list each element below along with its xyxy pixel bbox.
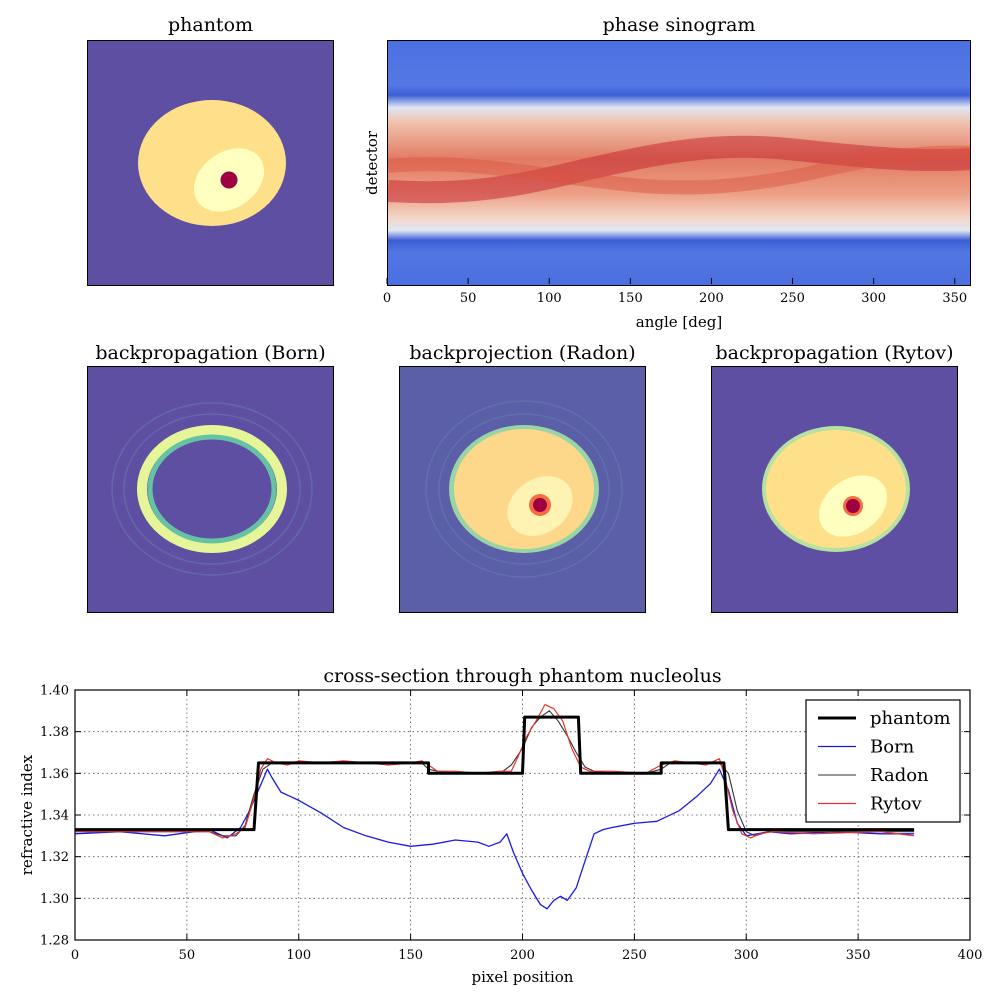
y-tick-label: 1.32 (40, 850, 69, 865)
sinogram-ridge (388, 135, 970, 204)
sinogram-xtick-label: 350 (942, 291, 967, 306)
phantom-title: phantom (167, 14, 254, 36)
y-tick-label: 1.34 (40, 809, 69, 824)
sinogram-image (387, 40, 971, 286)
rytov-nucleolus (846, 499, 860, 513)
sinogram-title: phase sinogram (602, 14, 756, 36)
sinogram-xlabel: angle [deg] (635, 313, 723, 331)
y-tick-label: 1.38 (40, 725, 69, 740)
sinogram-xtick-label: 50 (460, 291, 477, 306)
x-tick-label: 0 (71, 948, 79, 963)
series-phantom-line (75, 715, 915, 832)
series-rytov-line (75, 704, 915, 839)
y-tick-label: 1.36 (40, 767, 69, 782)
x-tick-label: 50 (179, 948, 196, 963)
cross-section-chart: 0 50 100 150 200 250 300 350 400 1.28 1.30 1.32 1.34… (18, 665, 983, 986)
series-born-line (74, 768, 915, 910)
chart-title: cross-section through phantom nucleolus (323, 665, 721, 687)
y-tick-label: 1.40 (40, 684, 69, 699)
sinogram-ylabel: detector (363, 130, 381, 196)
phantom-nucleolus (220, 171, 238, 189)
sinogram-ridge-2 (388, 145, 970, 195)
x-axis-label: pixel position (472, 968, 574, 986)
radon-image (399, 366, 646, 613)
x-tick-label: 250 (622, 948, 647, 963)
y-axis-label: refractive index (18, 754, 36, 875)
y-tick-label: 1.30 (40, 892, 69, 907)
rytov-title: backpropagation (Rytov) (715, 342, 954, 364)
born-ring (137, 425, 287, 553)
legend-label-rytov: Rytov (870, 794, 922, 815)
rytov-image (711, 366, 958, 613)
sinogram-axes: 0 50 100 150 200 250 300 350 (383, 278, 967, 306)
radon-title: backprojection (Radon) (409, 342, 636, 364)
legend-label-born: Born (870, 737, 915, 758)
sinogram-xtick-label: 250 (780, 291, 805, 306)
x-tick-label: 200 (510, 948, 535, 963)
y-tick-label: 1.28 (40, 934, 69, 949)
sinogram-xtick-label: 150 (618, 291, 643, 306)
x-tick-label: 100 (286, 948, 311, 963)
legend-label-radon: Radon (870, 765, 929, 786)
sinogram-xtick-label: 200 (699, 291, 724, 306)
sinogram-xtick-label: 100 (537, 291, 562, 306)
legend-box (805, 699, 961, 823)
born-title: backpropagation (Born) (95, 342, 326, 364)
sinogram-xtick-label: 0 (383, 291, 391, 306)
born-image (87, 366, 334, 613)
x-tick-label: 350 (846, 948, 871, 963)
x-tick-label: 400 (958, 948, 983, 963)
x-tick-label: 300 (734, 948, 759, 963)
legend-label-phantom: phantom (870, 708, 951, 729)
x-tick-label: 150 (398, 948, 423, 963)
radon-nucleolus (533, 498, 547, 512)
phantom-image (87, 40, 334, 286)
sinogram-xtick-label: 300 (861, 291, 886, 306)
